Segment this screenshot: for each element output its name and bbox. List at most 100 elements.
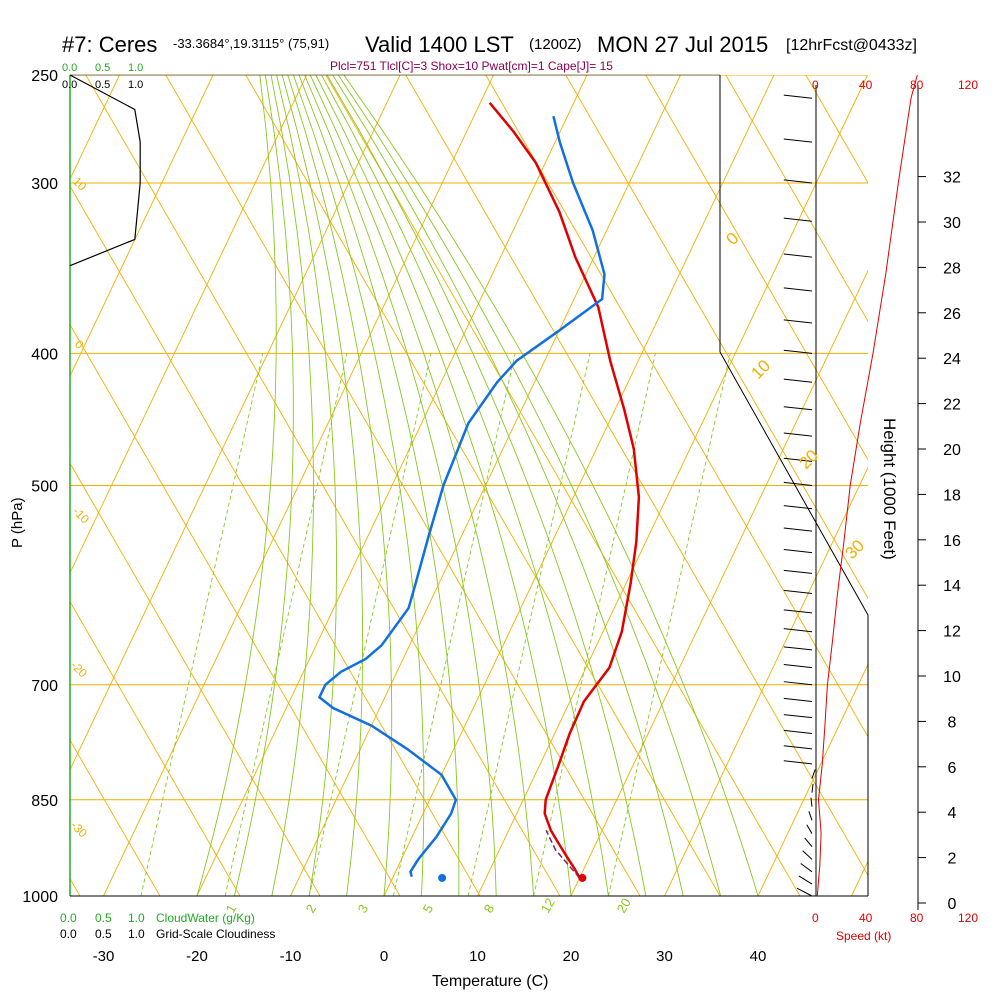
y-axis-title: P (hPa): [9, 497, 26, 548]
dry-adiabat-line: [325, 75, 801, 896]
cloud-bottom-green-1: 0.5: [95, 911, 112, 925]
moist-adiabat-line: [292, 75, 425, 896]
moist-adiabat-line: [287, 75, 393, 896]
dry-adiabat-label: 20: [795, 446, 822, 473]
wind-barb: [783, 179, 813, 184]
x-axis-title: Temperature (C): [432, 973, 548, 990]
isotherm-label: -10: [70, 504, 92, 526]
moist-adiabat-line: [196, 75, 277, 896]
mixing-ratio-label: 5: [420, 902, 437, 916]
dry-adiabat-line: [165, 75, 641, 896]
isotherm-line: [70, 75, 307, 574]
wind-barb: [802, 850, 813, 860]
wind-barb: [783, 505, 813, 510]
wind-barb: [783, 628, 813, 633]
moist-adiabat-line: [343, 75, 759, 896]
wind-barb: [783, 664, 813, 669]
p-tick-label: 500: [31, 479, 58, 496]
mixing-ratio-label: 20: [614, 895, 634, 915]
height-tick-label: 4: [948, 805, 957, 822]
x-tick-label: -20: [186, 948, 208, 965]
p-tick-label: 250: [31, 68, 58, 85]
wind-barb: [798, 875, 813, 885]
speed-tick-top-0: 0: [812, 78, 819, 92]
x-tick-label: -10: [280, 948, 302, 965]
cloud-bottom-green-2: 1.0: [128, 911, 145, 925]
dry-adiabat-line: [70, 600, 241, 896]
height-tick-label: 18: [943, 487, 961, 504]
wind-barb: [783, 697, 813, 702]
dry-adiabat-line: [85, 75, 561, 896]
moist-adiabat-line: [321, 75, 609, 896]
wind-barb: [783, 569, 813, 574]
wind-barb: [783, 94, 813, 99]
dry-adiabat-line: [70, 462, 321, 896]
height-tick-label: 20: [943, 442, 961, 459]
station-title: #7: Ceres: [62, 32, 157, 57]
moist-adiabat-line: [315, 75, 572, 896]
isotherm-line: [0, 75, 26, 896]
mixing-ratio-label: 2: [303, 902, 320, 916]
x-tick-label: 30: [656, 948, 673, 965]
wind-barb: [811, 769, 816, 779]
height-tick-label: 2: [948, 851, 957, 868]
moist-adiabat-line: [309, 75, 535, 896]
moist-adiabat-line: [276, 75, 337, 896]
mixing-ratio-line: [392, 353, 516, 896]
height-tick-label: 28: [943, 260, 961, 277]
valid-label: Valid 1400 LST: [365, 32, 514, 57]
height-tick-label: 32: [943, 170, 961, 187]
moist-adiabat-line: [281, 75, 364, 896]
speed-tick-bot-0: 0: [812, 911, 819, 925]
x-tick-label: 0: [380, 948, 388, 965]
wind-barb: [810, 797, 813, 807]
wind-barbs: [69, 74, 918, 897]
wind-barb: [783, 481, 813, 486]
dewpoint-line: [317, 115, 606, 878]
wind-barb: [783, 349, 813, 354]
speed-tick-bot-3: 120: [958, 911, 978, 925]
height-tick-label: 16: [943, 533, 961, 550]
frame: [69, 74, 919, 910]
x-tick-label: 40: [750, 948, 767, 965]
wind-barb: [783, 527, 813, 532]
cloud-bottom-black-2: 1.0: [128, 927, 145, 941]
cloud-bottom-black-0: 0.0: [60, 927, 77, 941]
speed-tick-bot-2: 80: [910, 911, 924, 925]
cloud-top-black-1: 0.5: [95, 79, 110, 91]
surface-dewpoint-point: [438, 873, 447, 882]
height-tick-label: 12: [943, 624, 961, 641]
coords-label: -33.3684°,19.3115° (75,91): [173, 36, 329, 51]
mixing-ratio-line: [467, 353, 591, 896]
mixing-ratio-label: 3: [355, 902, 372, 916]
moist-adiabat-line: [326, 75, 647, 896]
wind-barb: [783, 714, 813, 719]
series-group: [317, 102, 641, 882]
x-tick-label: 20: [563, 948, 580, 965]
temperature-line: [488, 102, 641, 879]
wind-barb: [811, 783, 814, 793]
wind-barb: [783, 319, 813, 324]
p-tick-label: 300: [31, 176, 58, 193]
x-tick-label: -30: [93, 948, 115, 965]
p-tick-label: 850: [31, 793, 58, 810]
moist-adiabat-line: [298, 75, 460, 896]
parcel-line: [545, 829, 581, 879]
wind-barb: [783, 681, 813, 686]
wind-barb: [796, 887, 813, 897]
cloud-top-green-2: 1.0: [128, 62, 143, 74]
isotherm-label: -30: [68, 818, 90, 840]
cloud-top-green-1: 0.5: [95, 62, 110, 74]
axis-labels: -30 -20 -10 0 10 20 30 402503004005007008501000…: [22, 68, 961, 965]
moist-adiabat-line: [337, 75, 722, 896]
isotherm-line: [103, 75, 494, 896]
speed-tick-top-3: 120: [958, 78, 978, 92]
dry-adiabat-line: [960, 65, 1000, 896]
height-tick-label: 22: [943, 397, 961, 414]
wind-barb: [808, 811, 813, 821]
date-label: MON 27 Jul 2015: [597, 32, 768, 57]
cloudwater-label: CloudWater (g/Kg): [156, 911, 255, 925]
isotherm-line: [70, 75, 214, 378]
isotherm-label: -20: [68, 658, 90, 680]
